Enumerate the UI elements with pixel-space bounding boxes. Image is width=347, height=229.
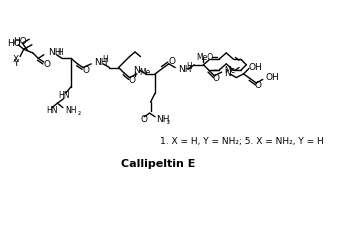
Text: O: O [255,81,262,90]
Text: HO: HO [13,37,26,46]
Text: NH: NH [156,115,169,124]
Text: O: O [213,74,220,83]
Text: ₂: ₂ [77,108,81,117]
Text: O: O [141,115,147,124]
Text: OH: OH [248,63,262,72]
Text: H: H [58,47,63,57]
Text: Me: Me [139,68,151,76]
Text: NH: NH [178,65,192,74]
Text: HO: HO [7,39,21,48]
Text: NH: NH [94,57,108,67]
Text: X: X [12,55,19,64]
Text: ₂: ₂ [167,117,170,126]
Text: O: O [129,76,136,85]
Text: HN: HN [58,91,70,100]
Text: H: H [102,55,108,64]
Text: Callipeltin E: Callipeltin E [121,159,195,169]
Text: 1. X = H, Y = NH₂; 5. X = NH₂, Y = H: 1. X = H, Y = NH₂; 5. X = NH₂, Y = H [160,137,323,146]
Text: MeO: MeO [196,53,213,62]
Text: HN: HN [46,106,58,115]
Text: OH: OH [265,73,279,82]
Text: Me: Me [225,66,236,75]
Text: NH: NH [48,48,62,57]
Text: H: H [186,62,192,71]
Text: O: O [43,60,50,69]
Text: O: O [82,66,89,75]
Text: O: O [168,57,175,66]
Text: N: N [225,69,231,78]
Text: N: N [134,66,140,75]
Text: NH: NH [66,106,77,115]
Text: Y: Y [13,59,18,68]
